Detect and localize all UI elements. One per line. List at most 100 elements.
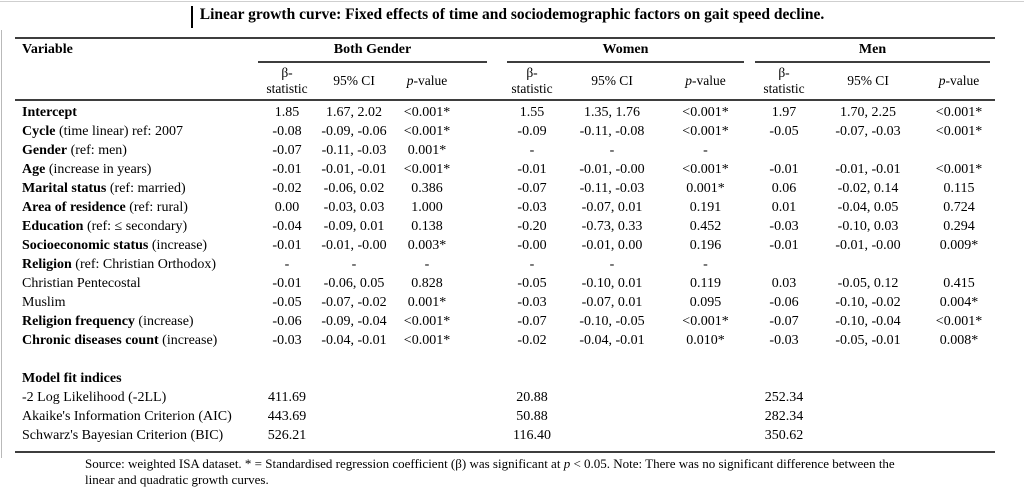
group-gap-cell: [462, 312, 507, 331]
p-value-cell: 0.095: [689, 295, 722, 310]
ci-value-cell: -0.07, 0.01: [581, 295, 643, 310]
beta-value-cell: 1.55: [519, 105, 545, 120]
p-value-cell: 0.119: [690, 276, 721, 291]
table-header-rule: [15, 99, 995, 101]
p-value-cell: -: [703, 257, 708, 272]
empty-cell: [316, 388, 392, 407]
beta-value-cell: -0.02: [272, 181, 302, 196]
p-value-cell: 0.294: [943, 219, 975, 234]
modelfit-label-cell: Schwarz's Bayesian Criterion (BIC): [22, 428, 224, 443]
p-value-cell: 0.003*: [407, 238, 447, 253]
variable-cell: Age (increase in years): [22, 162, 152, 177]
p-value-cell: 0.138: [411, 219, 443, 234]
modelfit-value-cell: 252.34: [764, 390, 804, 405]
ci-value-cell: -0.10, -0.04: [835, 314, 901, 329]
subheader-ci-women: 95% CI: [557, 62, 667, 99]
ci-value-cell: -: [609, 257, 615, 272]
table-body-grid: Intercept 1.85 1.67, 2.02 <0.001* 1.55 1.35, …: [15, 103, 995, 445]
column-header-variable: Variable: [22, 42, 73, 57]
variable-cell: Chronic diseases count (increase): [22, 333, 218, 348]
p-value-cell: <0.001*: [403, 162, 451, 177]
subheader-ci-both-gender: 95% CI: [316, 62, 392, 99]
p-value-cell: <0.001*: [403, 333, 451, 348]
beta-value-cell: -: [529, 143, 535, 158]
group-gap-cell: [462, 255, 507, 274]
group-gap-cell: [744, 179, 755, 198]
subheader-pvalue-both-gender: p-value: [392, 62, 462, 99]
p-value-cell: 0.009*: [939, 238, 979, 253]
ci-value-cell: -0.07, -0.02: [321, 295, 387, 310]
variable-cell: Area of residence (ref: rural): [22, 200, 188, 215]
p-value-cell: 0.415: [943, 276, 975, 291]
beta-label-line1: β-: [778, 64, 790, 80]
ci-value-cell: -0.06, 0.05: [323, 276, 385, 291]
beta-value-cell: -0.01: [272, 162, 302, 177]
p-value-cell: [923, 141, 995, 160]
beta-value-cell: -0.20: [517, 219, 547, 234]
group-gap-cell: [744, 217, 755, 236]
beta-label-line1: β-: [281, 64, 293, 80]
text-cursor: [191, 6, 193, 28]
ci-value-cell: -0.09, 0.01: [323, 219, 385, 234]
beta-value-cell: -0.05: [272, 295, 302, 310]
subheader-ci-men: 95% CI: [813, 62, 923, 99]
p-value-cell: 0.452: [689, 219, 722, 234]
p-value-cell: <0.001*: [935, 105, 983, 120]
ci-value-cell: -0.01, -0.00: [321, 238, 387, 253]
empty-cell: [667, 388, 744, 407]
beta-label-line1: β-: [526, 64, 538, 80]
beta-value-cell: -0.02: [517, 333, 547, 348]
beta-value-cell: 0.06: [771, 181, 797, 196]
variable-cell: Religion (ref: Christian Orthodox): [22, 257, 217, 272]
beta-label-line2: statistic: [266, 80, 308, 96]
beta-value-cell: -0.01: [272, 276, 302, 291]
p-value-cell: 0.115: [943, 181, 975, 196]
beta-label-line2: statistic: [763, 80, 805, 96]
group-underline-women: [507, 61, 744, 63]
beta-value-cell: -0.06: [272, 314, 302, 329]
beta-value-cell: -: [529, 257, 535, 272]
footnote-line1: Source: weighted ISA dataset. * = Standa…: [85, 456, 895, 471]
ci-value-cell: -0.09, -0.06: [321, 124, 387, 139]
ci-value-cell: -0.04, 0.05: [837, 200, 899, 215]
variable-cell: Socioeconomic status (increase): [22, 238, 208, 253]
group-underline-men: [755, 61, 990, 63]
group-gap-cell: [462, 103, 507, 122]
ci-value-cell: -0.01, -0.00: [579, 162, 645, 177]
empty-cell: [813, 407, 923, 426]
modelfit-value-cell: 443.69: [267, 409, 307, 424]
group-gap-cell: [462, 122, 507, 141]
group-gap-cell: [462, 160, 507, 179]
beta-value-cell: -0.03: [517, 200, 547, 215]
ci-value-cell: -: [609, 143, 615, 158]
subheader-pvalue-men: p-value: [923, 62, 995, 99]
group-gap-cell: [462, 426, 507, 445]
footnote-line2: linear and quadratic growth curves.: [85, 472, 269, 487]
beta-value-cell: -0.03: [769, 333, 799, 348]
ci-label: 95% CI: [591, 72, 633, 88]
table-title: Linear growth curve: Fixed effects of ti…: [199, 6, 825, 23]
group-gap-cell: [462, 293, 507, 312]
group-gap-cell: [744, 312, 755, 331]
variable-cell: Cycle (time linear) ref: 2007: [22, 124, 183, 139]
modelfit-value-cell: 282.34: [764, 409, 804, 424]
p-value-cell: 0.386: [411, 181, 443, 196]
group-gap-cell: [744, 160, 755, 179]
table-bottom-rule: [15, 451, 995, 453]
ci-value-cell: -0.11, -0.03: [321, 143, 387, 158]
p-value-cell: <0.001*: [403, 314, 451, 329]
ci-value-cell: -0.01, -0.01: [835, 162, 901, 177]
table-footnote: Source: weighted ISA dataset. * = Standa…: [85, 456, 945, 488]
beta-value-cell: -0.06: [769, 295, 799, 310]
empty-cell: [392, 426, 462, 445]
modelfit-value-cell: 50.88: [516, 409, 548, 424]
group-gap-cell: [744, 103, 755, 122]
group-gap-cell: [462, 274, 507, 293]
p-value-cell: [923, 255, 995, 274]
group-header-women: Women: [602, 42, 649, 57]
group-gap-cell: [744, 236, 755, 255]
p-value-cell: 0.010*: [686, 333, 725, 348]
beta-value-cell: -0.03: [517, 295, 547, 310]
p-value-cell: <0.001*: [682, 162, 729, 177]
p-value-cell: <0.001*: [403, 124, 451, 139]
